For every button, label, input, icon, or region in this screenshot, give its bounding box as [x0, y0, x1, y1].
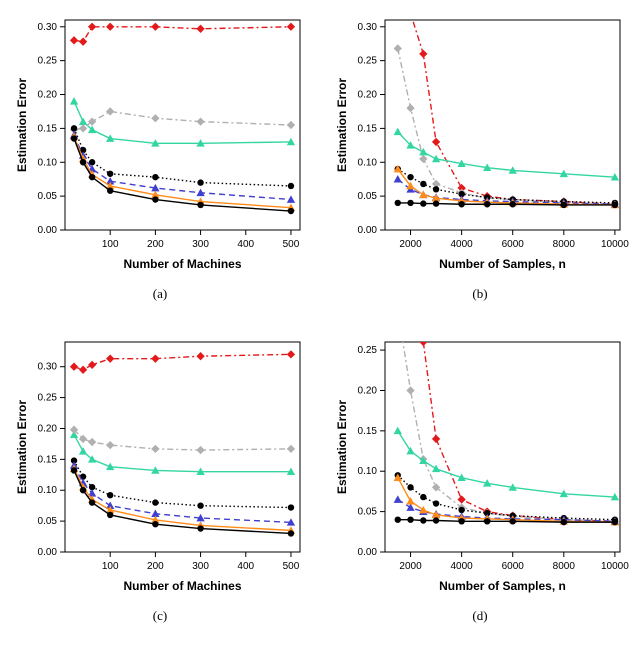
chart-b: 2000 4000 6000 8000 10000 0.00 0.05 0.10 0.15 0.2… — [330, 10, 630, 280]
svg-text:2000: 2000 — [399, 239, 422, 250]
svg-text:400: 400 — [237, 239, 254, 250]
svg-text:6000: 6000 — [502, 561, 525, 572]
svg-text:0.30: 0.30 — [38, 22, 58, 33]
svg-text:0.20: 0.20 — [38, 90, 58, 101]
svg-text:0.10: 0.10 — [38, 485, 58, 496]
svg-text:300: 300 — [192, 561, 209, 572]
svg-text:0.00: 0.00 — [38, 547, 58, 558]
xlabel: Number of Samples, n — [439, 579, 566, 593]
svg-text:0.00: 0.00 — [358, 547, 378, 558]
svg-text:0.15: 0.15 — [38, 454, 58, 465]
xlabel: Number of Machines — [123, 579, 241, 593]
svg-text:0.25: 0.25 — [358, 345, 378, 356]
svg-text:0.15: 0.15 — [38, 123, 58, 134]
svg-text:4000: 4000 — [451, 239, 474, 250]
svg-text:0.05: 0.05 — [358, 191, 378, 202]
svg-text:0.10: 0.10 — [358, 157, 378, 168]
svg-text:0.30: 0.30 — [38, 362, 58, 373]
svg-text:0.05: 0.05 — [358, 507, 378, 518]
caption-a: (a) — [153, 286, 167, 302]
panel-a: 100 200 300 400 500 0.00 0.05 0.10 0.15 0.20 0.25 0… — [10, 10, 310, 302]
caption-d: (d) — [472, 608, 487, 624]
svg-text:4000: 4000 — [451, 561, 474, 572]
svg-text:0.25: 0.25 — [38, 393, 58, 404]
svg-text:0.00: 0.00 — [38, 225, 58, 236]
svg-text:0.20: 0.20 — [38, 423, 58, 434]
svg-text:0.30: 0.30 — [358, 22, 378, 33]
svg-text:8000: 8000 — [553, 561, 576, 572]
panel-d: 2000 4000 6000 8000 10000 0.00 0.05 0.10 0.15 0.2… — [330, 332, 630, 624]
svg-text:0.15: 0.15 — [358, 426, 378, 437]
svg-text:0.25: 0.25 — [358, 56, 378, 67]
svg-text:0.20: 0.20 — [358, 385, 378, 396]
ylabel: Estimation Error — [15, 400, 29, 494]
svg-text:8000: 8000 — [553, 239, 576, 250]
chart-d: 2000 4000 6000 8000 10000 0.00 0.05 0.10 0.15 0.2… — [330, 332, 630, 602]
svg-text:500: 500 — [283, 239, 300, 250]
svg-text:0.15: 0.15 — [358, 123, 378, 134]
svg-text:0.00: 0.00 — [358, 225, 378, 236]
svg-text:2000: 2000 — [399, 561, 422, 572]
caption-c: (c) — [153, 608, 167, 624]
svg-text:100: 100 — [102, 239, 119, 250]
svg-text:100: 100 — [102, 561, 119, 572]
caption-b: (b) — [472, 286, 487, 302]
svg-text:0.10: 0.10 — [38, 157, 58, 168]
panel-b: 2000 4000 6000 8000 10000 0.00 0.05 0.10 0.15 0.2… — [330, 10, 630, 302]
svg-text:0.25: 0.25 — [38, 56, 58, 67]
ylabel: Estimation Error — [15, 78, 29, 172]
svg-text:10000: 10000 — [601, 561, 629, 572]
svg-text:0.10: 0.10 — [358, 466, 378, 477]
xlabel: Number of Machines — [123, 257, 241, 271]
svg-text:0.05: 0.05 — [38, 191, 58, 202]
panel-c: 100 200 300 400 500 0.00 0.05 0.10 0.15 0.20 0.25 0… — [10, 332, 310, 624]
svg-text:6000: 6000 — [502, 239, 525, 250]
svg-text:400: 400 — [237, 561, 254, 572]
svg-text:200: 200 — [147, 239, 164, 250]
svg-text:0.05: 0.05 — [38, 516, 58, 527]
chart-c: 100 200 300 400 500 0.00 0.05 0.10 0.15 0.20 0.25 0… — [10, 332, 310, 602]
ylabel: Estimation Error — [335, 400, 349, 494]
svg-text:200: 200 — [147, 561, 164, 572]
svg-text:10000: 10000 — [601, 239, 629, 250]
svg-text:300: 300 — [192, 239, 209, 250]
svg-text:0.20: 0.20 — [358, 90, 378, 101]
xlabel: Number of Samples, n — [439, 257, 566, 271]
svg-text:500: 500 — [283, 561, 300, 572]
ylabel: Estimation Error — [335, 78, 349, 172]
chart-a: 100 200 300 400 500 0.00 0.05 0.10 0.15 0.20 0.25 0… — [10, 10, 310, 280]
